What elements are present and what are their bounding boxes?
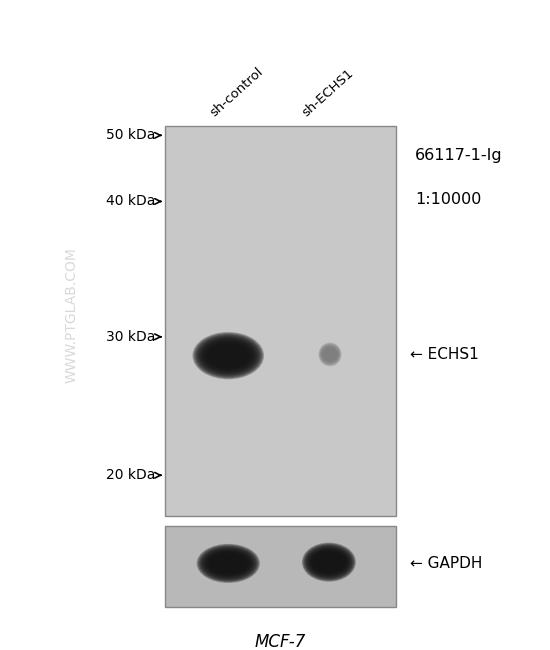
- Ellipse shape: [321, 346, 339, 363]
- Ellipse shape: [197, 336, 260, 376]
- Bar: [165, 526, 396, 608]
- Bar: [165, 126, 396, 516]
- Ellipse shape: [311, 551, 346, 573]
- Ellipse shape: [203, 549, 254, 578]
- Text: 50 kDa: 50 kDa: [106, 128, 155, 142]
- Ellipse shape: [192, 332, 264, 379]
- Ellipse shape: [207, 552, 250, 575]
- Ellipse shape: [202, 548, 255, 579]
- Text: 30 kDa: 30 kDa: [106, 330, 155, 344]
- Text: ← ECHS1: ← ECHS1: [410, 347, 478, 362]
- Text: WWW.PTGLAB.COM: WWW.PTGLAB.COM: [64, 247, 79, 383]
- Ellipse shape: [319, 343, 341, 365]
- Ellipse shape: [199, 545, 258, 581]
- Ellipse shape: [200, 337, 257, 374]
- Ellipse shape: [197, 544, 260, 583]
- Ellipse shape: [205, 343, 251, 369]
- Ellipse shape: [202, 339, 255, 372]
- Ellipse shape: [305, 545, 353, 579]
- Ellipse shape: [195, 334, 262, 378]
- Ellipse shape: [194, 333, 263, 378]
- Text: 1:10000: 1:10000: [415, 192, 482, 207]
- Ellipse shape: [201, 547, 256, 580]
- Ellipse shape: [208, 552, 249, 575]
- Ellipse shape: [203, 341, 254, 371]
- Ellipse shape: [205, 550, 252, 577]
- Ellipse shape: [306, 547, 351, 578]
- Ellipse shape: [201, 339, 256, 373]
- Ellipse shape: [204, 341, 252, 370]
- Text: MCF-7: MCF-7: [255, 632, 306, 650]
- Ellipse shape: [310, 549, 348, 575]
- Ellipse shape: [305, 546, 353, 578]
- Ellipse shape: [198, 337, 258, 374]
- Ellipse shape: [308, 548, 350, 577]
- Ellipse shape: [322, 346, 338, 362]
- Ellipse shape: [197, 545, 259, 582]
- Ellipse shape: [319, 343, 341, 366]
- Ellipse shape: [320, 344, 340, 365]
- Ellipse shape: [303, 543, 355, 581]
- Text: 40 kDa: 40 kDa: [106, 194, 155, 209]
- Ellipse shape: [200, 546, 257, 580]
- Text: ← GAPDH: ← GAPDH: [410, 556, 482, 571]
- Ellipse shape: [196, 335, 261, 376]
- Ellipse shape: [204, 549, 253, 578]
- Ellipse shape: [318, 343, 342, 367]
- Ellipse shape: [320, 344, 340, 364]
- Text: sh-ECHS1: sh-ECHS1: [300, 67, 356, 120]
- Ellipse shape: [307, 547, 351, 577]
- Ellipse shape: [309, 549, 349, 575]
- Text: 66117-1-Ig: 66117-1-Ig: [415, 148, 503, 163]
- Ellipse shape: [304, 544, 354, 580]
- Text: 20 kDa: 20 kDa: [106, 468, 155, 482]
- Text: sh-control: sh-control: [207, 66, 265, 120]
- Ellipse shape: [321, 345, 339, 363]
- Ellipse shape: [311, 551, 347, 574]
- Ellipse shape: [321, 346, 339, 363]
- Ellipse shape: [320, 344, 340, 365]
- Ellipse shape: [206, 551, 251, 576]
- Ellipse shape: [302, 543, 356, 582]
